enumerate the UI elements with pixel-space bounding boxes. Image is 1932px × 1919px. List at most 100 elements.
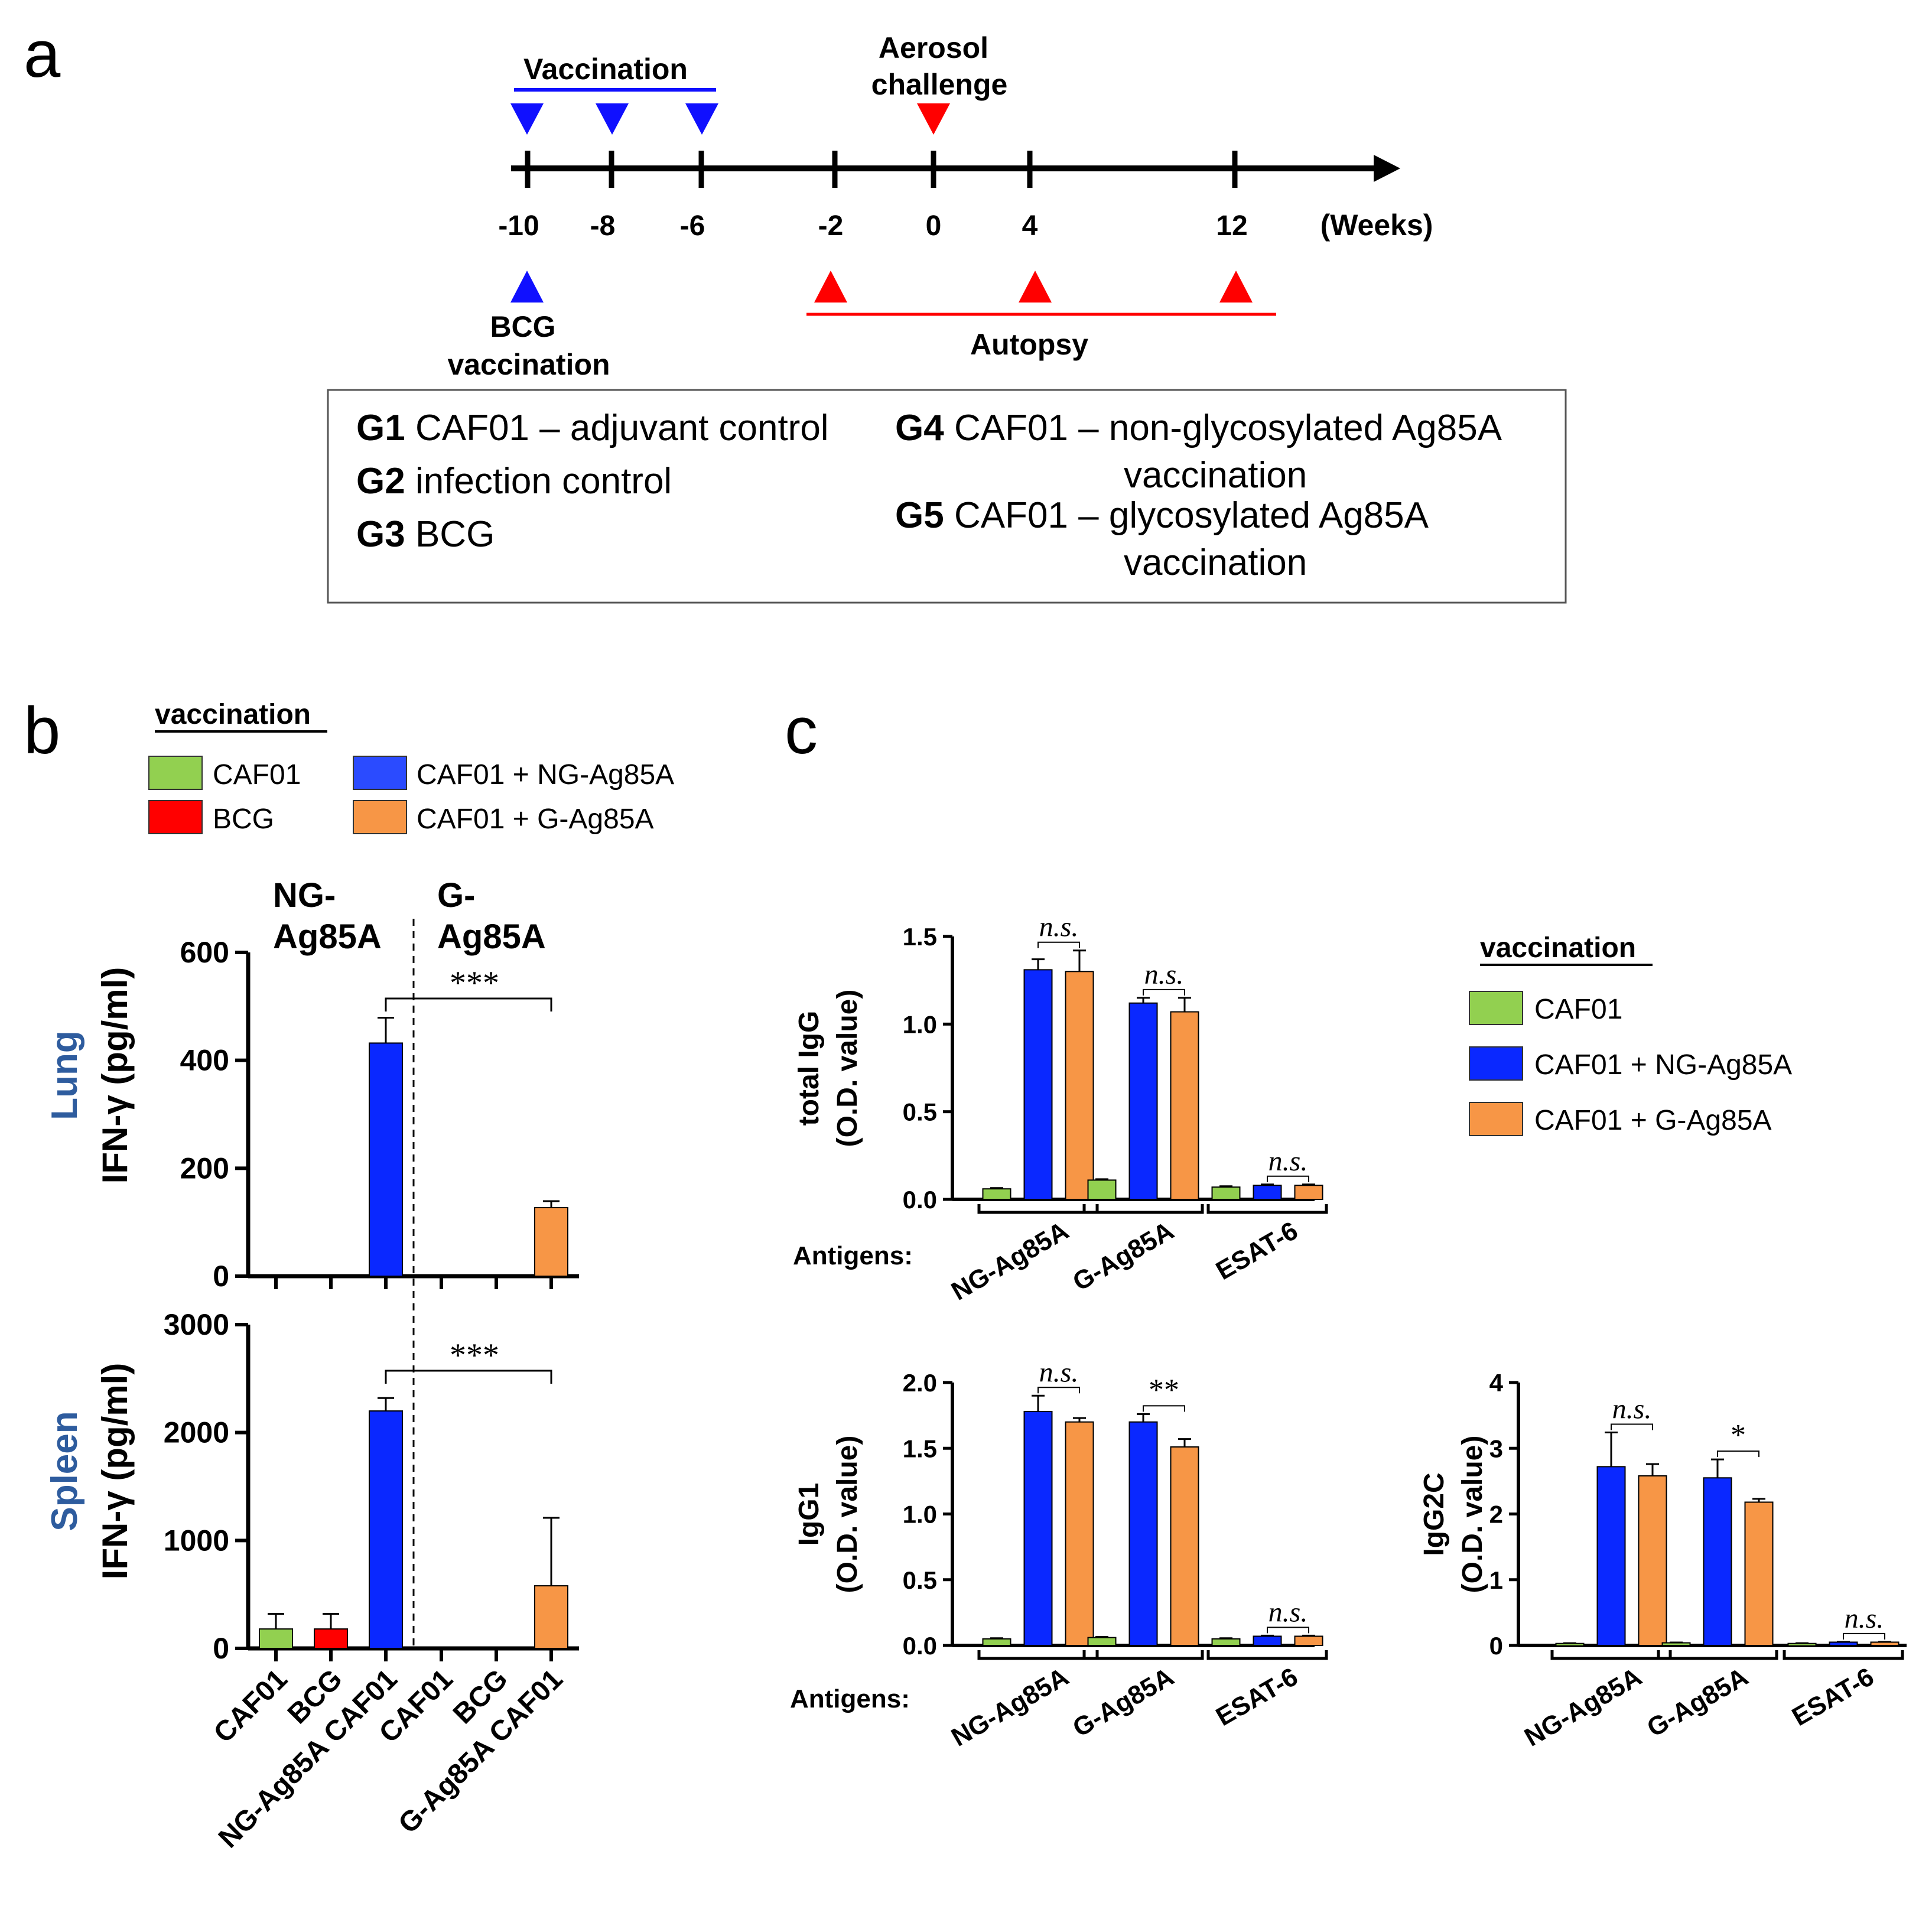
- tick-label-week: 4: [1022, 210, 1038, 242]
- aerosol-label: Aerosol: [879, 31, 988, 64]
- bar: [1211, 1638, 1241, 1646]
- bar: [369, 1410, 403, 1649]
- group-g1: G1 CAF01 – adjuvant control: [356, 408, 829, 448]
- y-tick-label: 1.0: [903, 1010, 937, 1038]
- significance-label: n.s.: [1269, 1596, 1308, 1628]
- significance-label: **: [1149, 1373, 1179, 1407]
- bar: [1787, 1642, 1817, 1647]
- y-tick-label: 0: [213, 1260, 229, 1293]
- bar: [1065, 1421, 1094, 1646]
- bar: [1023, 1410, 1053, 1646]
- c-legend-label-caf01: CAF01: [1534, 994, 1622, 1025]
- bar: [314, 1628, 348, 1650]
- significance-bracket: [1843, 1632, 1885, 1640]
- lung-title: Lung: [44, 1030, 85, 1120]
- bar: [1744, 1501, 1774, 1647]
- bcg-vaccination-label: vaccination: [447, 348, 610, 381]
- y-axis-unit-label: (O.D. value): [832, 1436, 863, 1593]
- bcg-vaccination-marker: [510, 271, 544, 303]
- spleen-ylabel: IFN-γ (pg/ml): [95, 1363, 135, 1580]
- bar: [1128, 1421, 1158, 1646]
- bar: [1638, 1475, 1667, 1647]
- y-axis-label: IgG2C: [1419, 1472, 1450, 1556]
- y-tick-label: 1: [1489, 1566, 1503, 1594]
- legend-swatch-ng: [353, 756, 407, 790]
- legend-swatch-bcg: [148, 800, 203, 834]
- y-tick-label: 600: [180, 936, 229, 969]
- panel-c: c vaccination CAF01 CAF01 + NG-Ag85A CAF…: [785, 694, 1907, 1752]
- bar: [1294, 1185, 1323, 1201]
- y-tick-label: 400: [180, 1044, 229, 1077]
- group-g3: G3 BCG: [356, 514, 495, 555]
- significance-bracket: [1037, 941, 1080, 948]
- significance-bracket: [1037, 1387, 1080, 1394]
- bar: [1253, 1185, 1282, 1201]
- x-tick-label: ESAT-6: [1211, 1662, 1303, 1732]
- autopsy-marker-1: [814, 271, 847, 303]
- legend-swatch-caf01: [148, 756, 203, 790]
- y-tick-label: 2000: [164, 1416, 229, 1449]
- section-g-label: Ag85A: [437, 918, 546, 956]
- chart-lung: 0 200 400 600 ***: [180, 936, 579, 1293]
- y-axis-unit-label: (O.D. value): [1457, 1436, 1488, 1593]
- y-tick-label: 3000: [164, 1308, 229, 1341]
- bar: [1661, 1642, 1691, 1647]
- legend-label-ng: CAF01 + NG-Ag85A: [417, 759, 674, 791]
- group-g4: G4 CAF01 – non-glycosylated Ag85A: [895, 408, 1502, 448]
- bcg-label: BCG: [490, 310, 555, 343]
- y-tick-label: 1.5: [903, 923, 937, 951]
- y-tick-label: 2.0: [903, 1369, 937, 1397]
- y-axis-label: total IgG: [793, 1011, 825, 1126]
- autopsy-marker-3: [1219, 271, 1253, 303]
- tick-label-week: -8: [590, 210, 616, 242]
- group-g2: G2 infection control: [356, 461, 672, 502]
- bar: [1087, 1637, 1117, 1646]
- group-g5: G5 CAF01 – glycosylated Ag85A: [895, 495, 1429, 536]
- y-tick-label: 0.0: [903, 1186, 937, 1214]
- group-bracket: [1082, 1204, 1204, 1214]
- bar: [982, 1638, 1011, 1646]
- significance-label: *: [1731, 1419, 1746, 1452]
- significance-label: n.s.: [1039, 1357, 1079, 1388]
- x-tick-label: CAF01: [208, 1663, 294, 1749]
- bar: [1211, 1186, 1241, 1200]
- autopsy-label: Autopsy: [970, 328, 1088, 361]
- significance-label: ***: [450, 1337, 499, 1374]
- panel-b: b vaccination CAF01 BCG CAF01 + NG-Ag85A…: [24, 694, 674, 1854]
- group-bracket: [1206, 1650, 1328, 1660]
- vaccination-label: Vaccination: [523, 53, 688, 86]
- x-tick-label: NG-Ag85A: [947, 1662, 1074, 1752]
- y-tick-label: 0: [1489, 1632, 1503, 1660]
- significance-label: n.s.: [1845, 1603, 1884, 1634]
- significance-label: n.s.: [1039, 912, 1079, 943]
- weeks-unit-label: (Weeks): [1320, 209, 1433, 242]
- bar: [259, 1628, 293, 1650]
- x-tick-label: G-Ag85A: [1068, 1662, 1179, 1743]
- group-bracket: [1550, 1650, 1672, 1660]
- bar: [1703, 1477, 1732, 1646]
- y-tick-label: 1000: [164, 1524, 229, 1557]
- significance-label: n.s.: [1144, 959, 1184, 990]
- significance-bracket: [1143, 1405, 1185, 1412]
- x-tick-label: ESAT-6: [1787, 1662, 1879, 1732]
- antigens-label: Antigens:: [793, 1241, 913, 1270]
- group-bracket: [1082, 1650, 1204, 1660]
- vaccination-marker-2: [596, 103, 629, 135]
- significance-bracket: [1143, 988, 1185, 996]
- c-legend-label-g: CAF01 + G-Ag85A: [1534, 1105, 1772, 1136]
- bar: [1170, 1011, 1199, 1200]
- y-tick-label: 0: [213, 1632, 229, 1665]
- tick-label-week: 12: [1216, 210, 1247, 242]
- bar: [1253, 1635, 1282, 1647]
- y-tick-label: 3: [1489, 1435, 1503, 1462]
- panel-b-legend-title: vaccination: [155, 699, 311, 730]
- y-tick-label: 200: [180, 1152, 229, 1185]
- x-tick-label: G-Ag85A: [1068, 1216, 1179, 1297]
- bar: [1023, 969, 1053, 1201]
- significance-label: n.s.: [1269, 1146, 1308, 1177]
- group-bracket: [977, 1650, 1099, 1660]
- c-legend-swatch-g: [1469, 1102, 1523, 1136]
- x-tick-label: NG-Ag85A: [947, 1216, 1074, 1306]
- significance-bracket: [385, 1370, 552, 1384]
